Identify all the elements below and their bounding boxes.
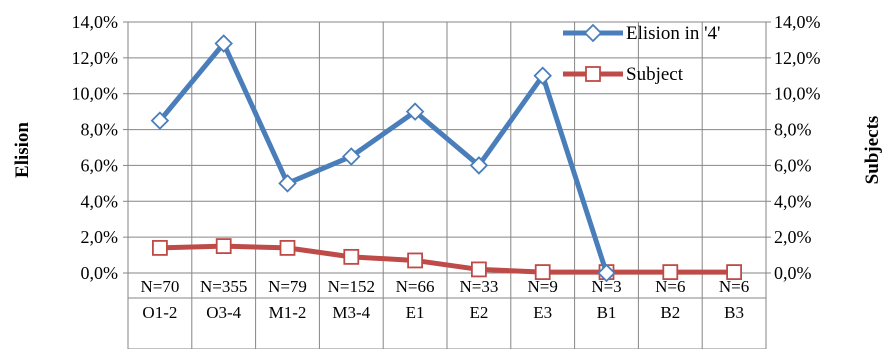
category-label: B1	[597, 303, 617, 322]
category-label: E1	[406, 303, 425, 322]
legend: Elision in '4' Subject	[563, 23, 720, 85]
count-label: N=66	[396, 277, 435, 296]
y-tick-label-right: 8,0%	[774, 120, 812, 140]
data-point	[533, 66, 552, 86]
category-label: E3	[533, 303, 552, 322]
count-label: N=3	[591, 277, 621, 296]
count-label: N=79	[268, 277, 307, 296]
data-point	[214, 34, 233, 53]
y-tick-label-left: 6,0%	[81, 155, 119, 175]
series-line	[159, 243, 735, 275]
y-tick-label-right: 4,0%	[774, 191, 812, 211]
series-layer	[150, 34, 742, 283]
y-axis-left-ticks: 0,0% 2,0% 4,0% 6,0% 8,0% 10,0% 12,0% 14,0%	[72, 12, 119, 283]
y-axis-right-title: Subjects	[862, 116, 883, 185]
category-label: M3-4	[332, 303, 370, 322]
count-label: N=6	[655, 277, 685, 296]
legend-marker	[583, 23, 603, 43]
data-point	[151, 239, 168, 256]
category-table: N=70 O1-2 N=355 O3-4 N=79 M1-2 N=152 M3-4 N=66 E1…	[127, 273, 767, 349]
data-point	[279, 239, 296, 256]
y-tick-label-left: 0,0%	[81, 263, 119, 283]
data-point	[726, 264, 742, 281]
count-label: N=33	[459, 277, 498, 296]
count-label: N=70	[140, 277, 179, 296]
y-tick-label-left: 12,0%	[72, 48, 119, 68]
data-point	[405, 102, 425, 121]
y-tick-label-left: 4,0%	[81, 191, 119, 211]
category-label: B3	[724, 303, 744, 322]
series-elision	[150, 34, 616, 283]
legend-marker	[585, 66, 601, 82]
y-tick-label-left: 8,0%	[81, 120, 119, 140]
category-label: M1-2	[269, 303, 307, 322]
legend-label: Elision in '4'	[626, 23, 720, 44]
count-label: N=152	[328, 277, 375, 296]
category-label: O3-4	[206, 303, 241, 322]
y-tick-label-left: 10,0%	[72, 84, 119, 104]
data-point	[342, 147, 361, 166]
y-tick-label-right: 10,0%	[774, 84, 821, 104]
y-tick-label-right: 12,0%	[774, 48, 821, 68]
y-tick-label-right: 0,0%	[774, 263, 812, 283]
data-point	[215, 238, 232, 255]
category-label: O1-2	[142, 303, 177, 322]
data-point	[597, 263, 616, 283]
data-point	[150, 111, 170, 130]
count-label: N=355	[200, 277, 247, 296]
series-line	[157, 41, 609, 274]
data-point	[343, 248, 360, 265]
count-label: N=9	[528, 277, 558, 296]
data-point	[278, 174, 297, 193]
y-tick-label-left: 2,0%	[81, 227, 119, 247]
y-axis-left-title: Elision	[12, 122, 33, 178]
data-point	[470, 261, 487, 278]
y-tick-label-right: 2,0%	[774, 227, 812, 247]
y-tick-label-right: 14,0%	[774, 12, 821, 32]
category-label: B2	[660, 303, 680, 322]
count-label: N=6	[719, 277, 749, 296]
data-point	[469, 156, 489, 175]
y-tick-label-left: 14,0%	[72, 12, 119, 32]
y-tick-label-right: 6,0%	[774, 155, 812, 175]
data-point	[407, 252, 424, 269]
legend-label: Subject	[626, 64, 684, 85]
category-label: E2	[469, 303, 488, 322]
data-point	[534, 264, 551, 281]
gridlines	[128, 21, 766, 273]
y-axis-right-ticks: 0,0% 2,0% 4,0% 6,0% 8,0% 10,0% 12,0% 14,0%	[774, 12, 821, 283]
data-point	[662, 264, 679, 281]
